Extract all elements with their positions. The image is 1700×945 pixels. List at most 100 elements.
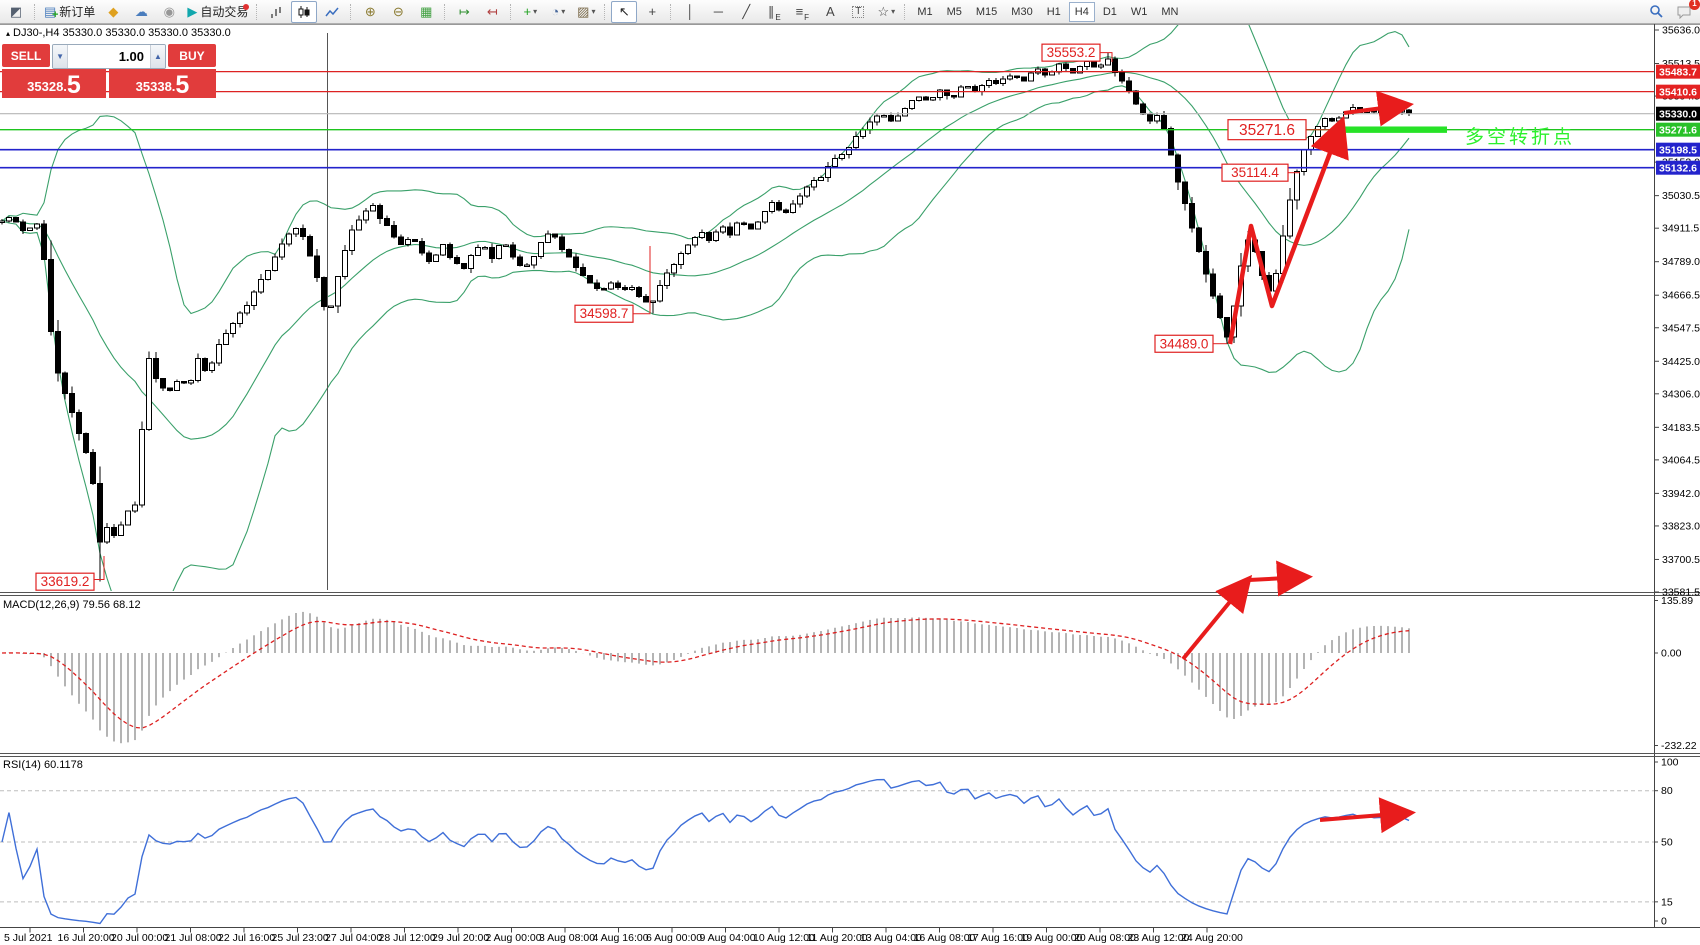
text-button[interactable]: A [825, 4, 835, 19]
candle-chart-button[interactable] [291, 0, 318, 23]
time-axis-label: 21 Jul 08:00 [165, 932, 222, 944]
price-annotation-35114.4: 35114.4 [1221, 163, 1300, 182]
tile-windows-button[interactable]: ▦ [420, 4, 433, 19]
volume-increase-button[interactable]: ▲ [150, 45, 165, 68]
chart-area[interactable]: 35636.035513.535394.535153.035030.534911… [0, 24, 1700, 945]
price-annotation-35271.6: 35271.6 [1227, 119, 1334, 141]
svg-text:135.89: 135.89 [1661, 595, 1693, 607]
volume-input[interactable] [68, 45, 150, 68]
templates-button[interactable]: ▨ ▾ [577, 4, 596, 19]
sell-button[interactable]: SELL [2, 44, 51, 67]
chart-shift-button[interactable]: ↤ [486, 4, 498, 19]
svg-text:50: 50 [1661, 837, 1673, 849]
auto-scroll-button[interactable]: ↦ [458, 4, 470, 19]
svg-text:35636.0: 35636.0 [1662, 25, 1700, 37]
red-arrow-annotation [1319, 797, 1416, 834]
svg-text:34064.5: 34064.5 [1662, 454, 1700, 466]
trend-up-icon: ▴ [6, 29, 11, 38]
time-axis-label: 16 Jul 20:00 [58, 932, 115, 944]
vline-button[interactable]: │ [686, 4, 695, 19]
hline-button[interactable]: ─ [713, 4, 723, 19]
autotrade-button[interactable]: ▶ 自动交易 [187, 3, 250, 19]
signal-icon[interactable]: ◉ [163, 4, 175, 19]
axis-price-label-35198.5: 35198.5 [1656, 142, 1700, 157]
bid-price[interactable]: 35328. 5 [2, 69, 106, 98]
time-axis-label: 28 Jul 12:00 [379, 932, 436, 944]
chat-icon[interactable]: 1 [1671, 0, 1700, 23]
axis-price-label-35330.0: 35330.0 [1656, 106, 1700, 121]
timeframe-m15-button[interactable]: M15 [975, 5, 998, 18]
svg-text:34489.0: 34489.0 [1160, 336, 1209, 351]
zoom-out-button[interactable]: ⊖ [392, 4, 404, 19]
fibo-button[interactable]: ≡ F [795, 4, 810, 22]
svg-text:80: 80 [1661, 785, 1673, 797]
volume-decrease-button[interactable]: ▼ [53, 45, 68, 68]
red-arrow-annotation [1181, 574, 1253, 661]
time-axis-label: 4 Aug 16:00 [593, 932, 649, 944]
time-axis-label: 6 Aug 00:00 [646, 932, 702, 944]
ask-price[interactable]: 35338. 5 [109, 69, 216, 98]
timeframe-w1-button[interactable]: W1 [1130, 5, 1148, 18]
chart-canvas[interactable]: 35636.035513.535394.535153.035030.534911… [0, 24, 1700, 945]
new-order-button[interactable]: ▤ + 新订单 [44, 4, 96, 21]
svg-text:35030.5: 35030.5 [1662, 190, 1700, 202]
chat-badge: 1 [1689, 0, 1700, 10]
red-arrow-annotation [1343, 90, 1414, 127]
time-axis-label: 3 Aug 08:00 [539, 932, 595, 944]
timeframe-m1-button[interactable]: M1 [917, 5, 933, 18]
toolbar-separator [604, 3, 606, 20]
time-axis-label: 20 Jul 00:00 [111, 932, 168, 944]
svg-text:33942.0: 33942.0 [1662, 488, 1700, 500]
timeframe-h4-button[interactable]: H4 [1068, 1, 1095, 22]
toolbar-separator [350, 3, 352, 20]
svg-text:35553.2: 35553.2 [1047, 45, 1096, 60]
trendline-button[interactable]: ╱ [742, 4, 751, 19]
crosshair-button[interactable]: + [648, 4, 657, 19]
svg-text:35410.6: 35410.6 [1659, 86, 1697, 98]
svg-text:15: 15 [1661, 896, 1673, 908]
gold-icon[interactable]: ◆ [108, 4, 119, 19]
time-axis-label: 29 Jul 20:00 [432, 932, 489, 944]
timeframe-m5-button[interactable]: M5 [946, 5, 962, 18]
time-axis-label: 10 Aug 12:00 [753, 932, 815, 944]
svg-text:35198.5: 35198.5 [1659, 144, 1697, 156]
svg-text:34598.7: 34598.7 [580, 306, 629, 321]
channel-button[interactable]: ∥ E [767, 4, 781, 22]
price-annotation-34489.0: 34489.0 [1154, 334, 1227, 353]
svg-text:35271.6: 35271.6 [1239, 122, 1295, 139]
time-axis-label: 22 Jul 16:00 [218, 932, 275, 944]
time-axis-label: 20 Aug 08:00 [1074, 932, 1136, 944]
svg-text:34547.5: 34547.5 [1662, 322, 1700, 334]
toolbar-separator [510, 3, 512, 20]
candles [0, 52, 1412, 582]
svg-text:35483.7: 35483.7 [1659, 66, 1697, 78]
chart-symbol-header: ▴ DJ30-,H4 35330.0 35330.0 35330.0 35330.… [6, 27, 231, 39]
time-axis-label: 24 Aug 20:00 [1181, 932, 1243, 944]
timeframe-d1-button[interactable]: D1 [1102, 5, 1117, 18]
volume-stepper: ▼ ▲ [52, 44, 166, 69]
svg-text:34306.0: 34306.0 [1662, 388, 1700, 400]
timeframe-m30-button[interactable]: M30 [1011, 5, 1033, 18]
bar-chart-button[interactable] [263, 1, 289, 23]
search-icon[interactable] [1643, 1, 1669, 23]
timeframe-h1-button[interactable]: H1 [1046, 5, 1061, 18]
svg-text:100: 100 [1661, 757, 1679, 769]
community-icon[interactable]: ☁ [134, 4, 148, 19]
symbol-ohlc-text: DJ30-,H4 35330.0 35330.0 35330.0 35330.0 [13, 27, 231, 39]
toolbar-separator [904, 3, 906, 20]
toolbar-separator [34, 3, 36, 20]
line-chart-button[interactable] [319, 1, 345, 23]
one-click-trade-panel: SELL ▼ ▲ BUY 35328.5 35338.5 [2, 44, 216, 98]
indicators-button[interactable]: + ▾ [523, 4, 538, 19]
zoom-in-button[interactable]: ⊕ [364, 4, 376, 19]
shapes-button[interactable]: ☆ ▾ [877, 4, 896, 19]
buy-button[interactable]: BUY [167, 44, 216, 67]
svg-text:34666.5: 34666.5 [1662, 290, 1700, 302]
svg-text:33823.0: 33823.0 [1662, 520, 1700, 532]
cursor-button[interactable]: ↖ [611, 0, 638, 23]
textlabel-button[interactable]: T [845, 1, 871, 23]
periods-button[interactable]: ◔ ▾ [551, 4, 566, 19]
timeframe-mn-button[interactable]: MN [1161, 5, 1179, 18]
charts-icon[interactable]: ◩ [9, 4, 23, 19]
